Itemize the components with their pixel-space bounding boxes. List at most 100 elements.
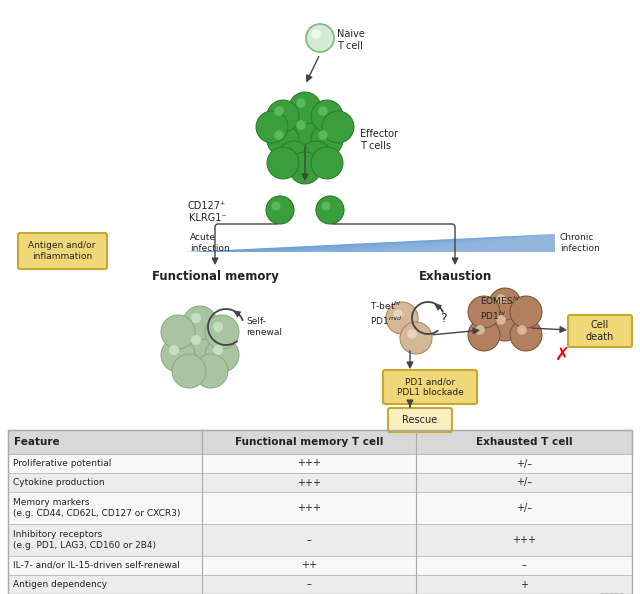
Text: Antigen and/or
inflammation: Antigen and/or inflammation [28, 241, 96, 261]
Circle shape [213, 345, 223, 355]
Text: +++: +++ [297, 459, 321, 469]
Text: +/–: +/– [516, 478, 532, 488]
Circle shape [274, 130, 284, 140]
Bar [8, 473, 632, 492]
Circle shape [407, 329, 417, 339]
Circle shape [274, 106, 284, 116]
Circle shape [194, 354, 228, 388]
Circle shape [183, 306, 217, 340]
Circle shape [267, 100, 299, 132]
Text: –: – [522, 561, 527, 570]
Text: Naive
T cell: Naive T cell [337, 29, 365, 51]
Text: +++: +++ [297, 503, 321, 513]
Circle shape [172, 354, 206, 388]
Text: T-bet$^{hi}$
PD1$^{mid}$: T-bet$^{hi}$ PD1$^{mid}$ [370, 300, 402, 327]
Text: Cytokine production: Cytokine production [13, 478, 104, 487]
Circle shape [510, 296, 542, 328]
Text: Functional memory T cell: Functional memory T cell [235, 437, 383, 447]
Circle shape [496, 294, 506, 304]
Circle shape [318, 106, 328, 116]
Text: +++: +++ [512, 535, 536, 545]
Circle shape [191, 335, 201, 345]
Text: PD1 and/or
PDL1 blockade: PD1 and/or PDL1 blockade [397, 377, 463, 397]
Text: 流式中文网: 流式中文网 [600, 592, 625, 594]
Circle shape [306, 24, 334, 52]
Circle shape [205, 315, 239, 349]
Circle shape [496, 315, 506, 325]
Circle shape [213, 322, 223, 332]
Text: Self-
renewal: Self- renewal [246, 317, 282, 337]
Text: Feature: Feature [14, 437, 60, 447]
Text: ++: ++ [301, 561, 317, 570]
Text: Rescue: Rescue [403, 415, 438, 425]
FancyBboxPatch shape [388, 408, 452, 432]
Circle shape [296, 120, 306, 130]
Circle shape [475, 325, 485, 335]
Circle shape [169, 345, 179, 355]
Bar [8, 454, 632, 473]
Text: Exhausted T cell: Exhausted T cell [476, 437, 572, 447]
Circle shape [289, 92, 321, 124]
Circle shape [311, 100, 343, 132]
Circle shape [489, 309, 521, 341]
Circle shape [517, 325, 527, 335]
FancyBboxPatch shape [568, 315, 632, 347]
Circle shape [300, 141, 332, 173]
Text: ?: ? [440, 311, 447, 324]
Circle shape [311, 29, 321, 39]
Circle shape [161, 315, 195, 349]
Polygon shape [185, 234, 555, 252]
Bar [8, 524, 632, 556]
Circle shape [205, 338, 239, 372]
Circle shape [191, 313, 201, 323]
Circle shape [393, 309, 403, 319]
Circle shape [311, 147, 343, 179]
Text: +++: +++ [297, 478, 321, 488]
Text: –: – [307, 580, 312, 589]
FancyBboxPatch shape [383, 370, 477, 404]
Text: EOMES$^{hi}$
PD1$^{hi}$: EOMES$^{hi}$ PD1$^{hi}$ [480, 295, 520, 322]
Circle shape [289, 114, 321, 146]
Text: IL-7- and/or IL-15-driven self-renewal: IL-7- and/or IL-15-driven self-renewal [13, 561, 180, 570]
Circle shape [256, 111, 288, 143]
Text: Inhibitory receptors
(e.g. PD1, LAG3, CD160 or 2B4): Inhibitory receptors (e.g. PD1, LAG3, CD… [13, 530, 156, 550]
Text: Exhaustion: Exhaustion [419, 270, 492, 283]
Circle shape [311, 124, 343, 156]
Text: Antigen dependency: Antigen dependency [13, 580, 107, 589]
Bar [8, 575, 632, 594]
Circle shape [321, 201, 330, 210]
Text: +/–: +/– [516, 459, 532, 469]
Bar [8, 492, 632, 524]
Circle shape [289, 152, 321, 184]
Circle shape [400, 322, 432, 354]
Text: +: + [520, 580, 528, 589]
Circle shape [510, 319, 542, 351]
Circle shape [278, 141, 310, 173]
Text: Chronic
infection: Chronic infection [560, 233, 600, 252]
Circle shape [489, 288, 521, 320]
Text: Functional memory: Functional memory [152, 270, 278, 283]
Text: –: – [307, 535, 312, 545]
Bar [8, 556, 632, 575]
Text: Cell
death: Cell death [586, 320, 614, 342]
Circle shape [318, 130, 328, 140]
Text: Memory markers
(e.g. CD44, CD62L, CD127 or CXCR3): Memory markers (e.g. CD44, CD62L, CD127 … [13, 498, 180, 518]
FancyBboxPatch shape [18, 233, 107, 269]
Circle shape [161, 338, 195, 372]
Circle shape [296, 98, 306, 108]
Circle shape [271, 201, 280, 210]
Circle shape [267, 147, 299, 179]
Circle shape [468, 296, 500, 328]
Circle shape [266, 196, 294, 224]
Circle shape [386, 302, 418, 334]
Circle shape [183, 328, 217, 362]
Text: +/–: +/– [516, 503, 532, 513]
Text: Proliferative potential: Proliferative potential [13, 459, 111, 468]
Text: CD127⁺
KLRG1⁻: CD127⁺ KLRG1⁻ [188, 201, 226, 223]
Bar [8, 430, 632, 454]
Text: Acute
infection: Acute infection [190, 233, 230, 252]
Circle shape [322, 111, 354, 143]
Circle shape [267, 124, 299, 156]
Circle shape [468, 319, 500, 351]
Text: ✗: ✗ [554, 346, 570, 364]
